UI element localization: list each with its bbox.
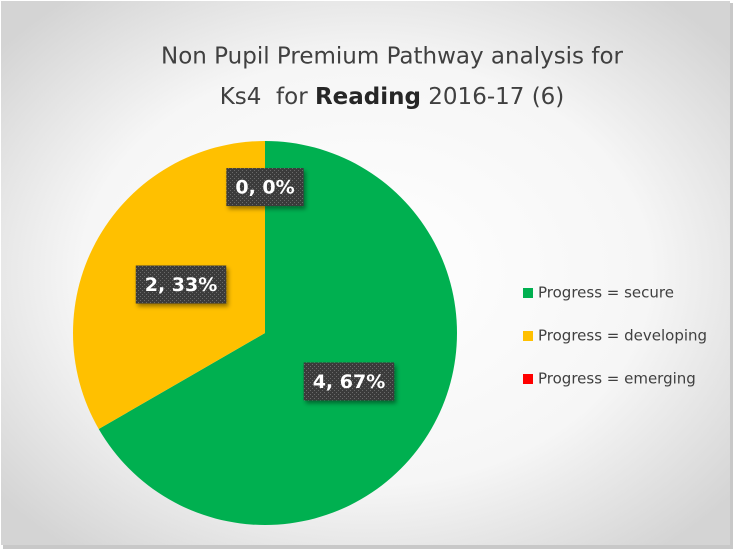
data-label-box: [135, 265, 227, 304]
pie-slice: [98, 141, 457, 525]
data-label-group: 4, 67%: [303, 362, 395, 401]
data-label-box: [226, 168, 304, 207]
data-label-group: 0, 0%: [226, 168, 304, 207]
legend-label: Progress = secure: [538, 284, 674, 302]
data-labels: 4, 67% 2, 33% 0, 0%: [135, 168, 395, 401]
legend-label: Progress = emerging: [538, 370, 696, 388]
data-label-group: 2, 33%: [135, 265, 227, 304]
chart-title-line-1: Non Pupil Premium Pathway analysis for: [161, 44, 624, 70]
data-label: 4, 67%: [313, 371, 386, 393]
title-part: 2016-17 (6): [421, 84, 564, 110]
legend-swatch: [523, 288, 533, 298]
title-bold: Reading: [315, 84, 421, 110]
legend: Progress = secure Progress = developing Pr…: [523, 284, 707, 388]
legend-swatch: [523, 331, 533, 341]
legend-label: Progress = developing: [538, 327, 707, 345]
data-label: 2, 33%: [145, 274, 218, 296]
data-label: 0, 0%: [235, 177, 294, 199]
data-label-box: [303, 362, 395, 401]
chart-title-line-2: Ks4 for Reading 2016-17 (6): [220, 84, 565, 110]
legend-swatch: [523, 374, 533, 384]
title-part: Ks4 for: [220, 84, 315, 110]
